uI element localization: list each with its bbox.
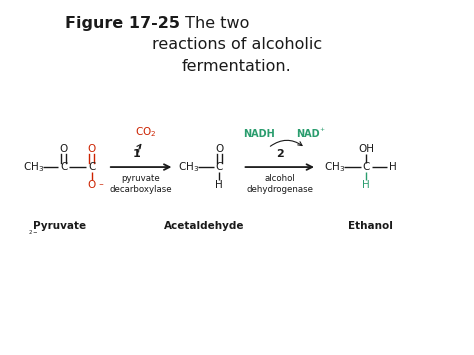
Text: fermentation.: fermentation. — [182, 59, 292, 73]
Text: dehydrogenase: dehydrogenase — [246, 185, 313, 194]
Text: alcohol: alcohol — [264, 174, 295, 183]
Text: $^{+}$: $^{+}$ — [319, 126, 326, 135]
Text: Figure 17-25: Figure 17-25 — [65, 16, 180, 31]
Text: CH$_3$: CH$_3$ — [23, 160, 44, 174]
Text: C: C — [60, 162, 67, 172]
Text: NAD: NAD — [296, 129, 319, 138]
Text: O: O — [88, 144, 96, 154]
Text: CH$_3$: CH$_3$ — [178, 160, 199, 174]
Text: pyruvate: pyruvate — [122, 174, 161, 183]
Text: decarboxylase: decarboxylase — [110, 185, 173, 194]
Text: 1: 1 — [133, 149, 140, 159]
Text: C: C — [363, 162, 370, 172]
Text: CO$_2$: CO$_2$ — [135, 125, 156, 138]
Text: $^{-}$: $^{-}$ — [98, 181, 104, 190]
Text: $^{2-}$: $^{2-}$ — [28, 230, 38, 239]
Text: Pyruvate: Pyruvate — [33, 221, 86, 231]
Text: H: H — [216, 180, 223, 190]
Text: 2: 2 — [276, 149, 283, 159]
Text: C: C — [88, 162, 95, 172]
Text: O: O — [215, 144, 223, 154]
Text: O: O — [88, 180, 96, 190]
Text: H: H — [389, 162, 397, 172]
Text: CH$_3$: CH$_3$ — [324, 160, 345, 174]
Text: reactions of alcoholic: reactions of alcoholic — [152, 37, 322, 52]
Text: H: H — [362, 180, 370, 190]
Text: The two: The two — [180, 16, 249, 31]
Text: OH: OH — [358, 144, 374, 154]
Text: NADH: NADH — [243, 129, 275, 138]
Text: C: C — [216, 162, 223, 172]
Text: Ethanol: Ethanol — [348, 221, 393, 231]
Text: Acetaldehyde: Acetaldehyde — [164, 221, 245, 231]
Text: O: O — [60, 144, 68, 154]
